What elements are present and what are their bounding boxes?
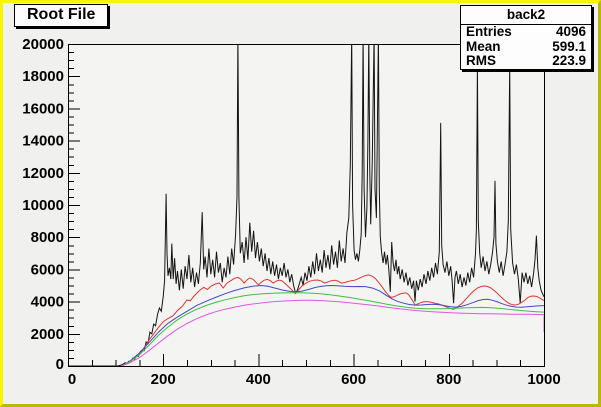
y-tick-label: 8000 — [31, 229, 64, 246]
stats-value: 599.1 — [552, 38, 586, 54]
x-tick-label: 600 — [341, 371, 366, 388]
stats-label: RMS — [466, 53, 496, 68]
x-tick-label: 400 — [246, 371, 271, 388]
stats-row-rms: RMS 223.9 — [461, 53, 591, 69]
series-background-magenta — [121, 299, 544, 366]
series-background-blue — [121, 284, 544, 366]
x-tick-label: 1000 — [527, 371, 560, 388]
title-box[interactable]: Root File — [14, 4, 109, 27]
y-tick-label: 12000 — [22, 165, 64, 182]
x-tick-label: 0 — [68, 371, 76, 388]
y-tick-label: 16000 — [22, 100, 64, 117]
series-back2-histogram — [68, 44, 544, 366]
stats-value: 4096 — [555, 24, 586, 39]
y-tick-label: 2000 — [31, 326, 64, 343]
series-background-red — [121, 274, 544, 366]
x-tick-label: 200 — [151, 371, 176, 388]
plot-frame — [68, 44, 545, 367]
title-box-label: Root File — [27, 6, 96, 23]
y-tick-label: 14000 — [22, 133, 64, 150]
y-tick-label: 20000 — [22, 36, 64, 53]
x-tick-label: 800 — [436, 371, 461, 388]
stats-box[interactable]: back2 Entries 4096 Mean 599.1 RMS 223.9 — [460, 5, 592, 70]
y-tick-label: 10000 — [22, 197, 64, 214]
stats-label: Mean — [466, 38, 501, 54]
y-tick-label: 18000 — [22, 68, 64, 85]
stats-row-entries: Entries 4096 — [461, 24, 591, 40]
stats-box-title: back2 — [461, 6, 591, 25]
y-tick-label: 0 — [56, 356, 64, 373]
y-tick-label: 6000 — [31, 261, 64, 278]
y-tick-label: 4000 — [31, 294, 64, 311]
series-background-green — [121, 292, 544, 366]
stats-row-mean: Mean 599.1 — [461, 38, 591, 55]
stats-value: 223.9 — [552, 53, 586, 68]
histogram-chart[interactable]: 0 200 400 600 800 100002000400060008000100001… — [3, 3, 598, 404]
stats-label: Entries — [466, 24, 512, 39]
